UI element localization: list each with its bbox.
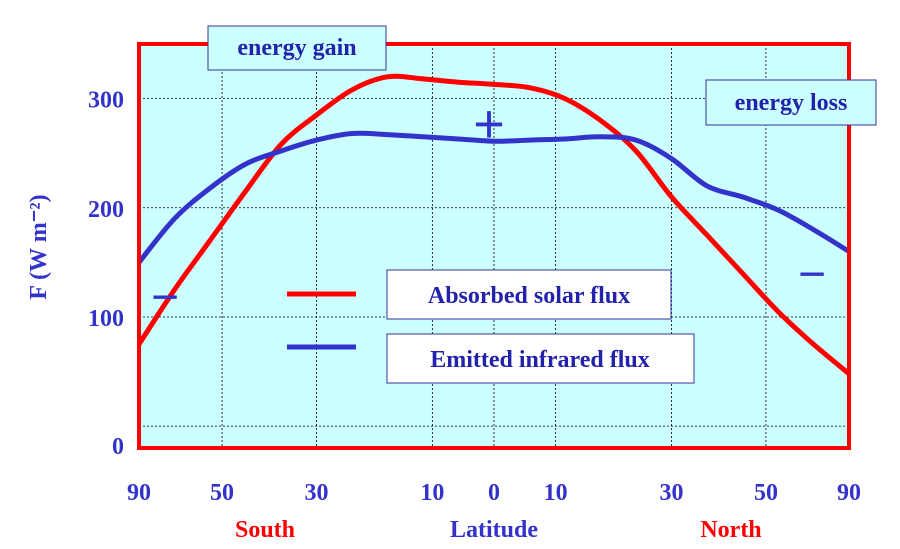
x-tick-label: 90 [127,480,151,506]
energy-loss-text: energy loss [735,90,848,116]
y-tick-labels: 0 100 200 300 [88,88,124,460]
minus-sign-right: − [798,248,826,301]
south-label: South [235,517,295,543]
y-tick-label: 100 [88,306,124,332]
y-tick-label: 0 [112,434,124,460]
absorbed-solar-flux-line [136,73,851,376]
minus-sign-left: − [151,271,179,324]
y-tick-label: 200 [88,197,124,223]
legend-label-solar: Absorbed solar flux [428,283,630,309]
plus-sign: + [473,94,505,154]
emitted-infrared-flux-line [137,130,851,264]
x-tick-label: 0 [488,480,500,506]
annotation-energy-gain: energy gain [207,25,387,71]
x-tick-label: 10 [420,480,444,506]
x-tick-labels: 90 50 30 10 0 10 30 50 90 [127,480,861,506]
x-tick-label: 30 [660,480,684,506]
y-axis-label: F (W m⁻²) [26,194,52,299]
x-tick-label: 50 [210,480,234,506]
x-tick-label: 90 [837,480,861,506]
legend-label-infrared: Emitted infrared flux [430,347,650,373]
x-tick-label: 10 [544,480,568,506]
y-tick-label: 300 [88,88,124,114]
x-tick-label: 30 [305,480,329,506]
legend: Absorbed solar flux Emitted infrared flu… [287,269,695,384]
energy-gain-text: energy gain [237,35,356,61]
annotation-energy-loss: energy loss [705,79,877,126]
x-axis-label: Latitude [450,517,538,543]
plot-border [137,42,851,450]
x-tick-label: 50 [754,480,778,506]
series-lines [136,73,851,376]
north-label: North [700,517,761,543]
